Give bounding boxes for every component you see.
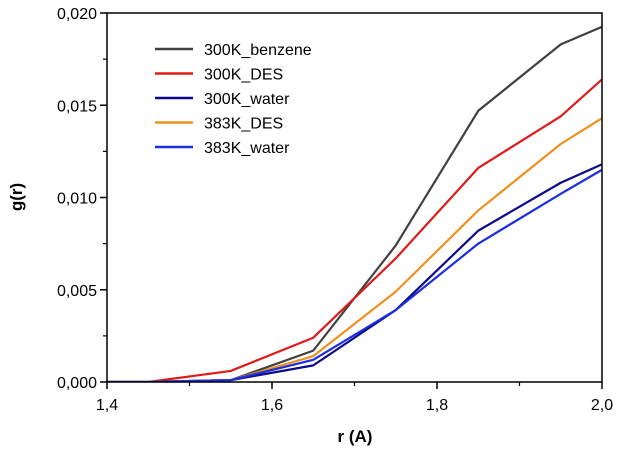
series-line-2 [66,146,621,382]
y-tick-label: 0,000 [57,375,97,392]
legend-label-4: 383K_water [204,140,290,157]
legend-label-2: 300K_water [204,91,290,108]
plot-frame [107,13,602,382]
y-tick-label: 0,010 [57,191,97,208]
y-axis-title: g(r) [7,183,26,211]
x-tick-label: 2,0 [591,397,613,414]
series-line-3 [66,92,621,382]
y-tick-label: 0,005 [57,283,97,300]
x-tick-label: 1,6 [261,397,283,414]
x-axis-title: r (A) [338,427,373,446]
x-tick-label: 1,4 [96,397,118,414]
legend: 300K_benzene 300K_DES 300K_water 383K_DES 38… [155,42,312,157]
series-layer [66,9,621,382]
y-tick-label: 0,020 [57,6,97,23]
legend-label-3: 383K_DES [204,116,283,133]
y-tick-label: 0,015 [57,98,97,115]
legend-label-0: 300K_benzene [204,42,312,59]
x-tick-label: 1,8 [426,397,448,414]
series-line-4 [66,146,621,382]
series-line-1 [66,43,621,382]
ticks-layer: 1,4 1,6 1,8 2,0 0,000 0,005 0,010 0,015 0,020 [57,6,613,414]
legend-label-1: 300K_DES [204,67,283,84]
